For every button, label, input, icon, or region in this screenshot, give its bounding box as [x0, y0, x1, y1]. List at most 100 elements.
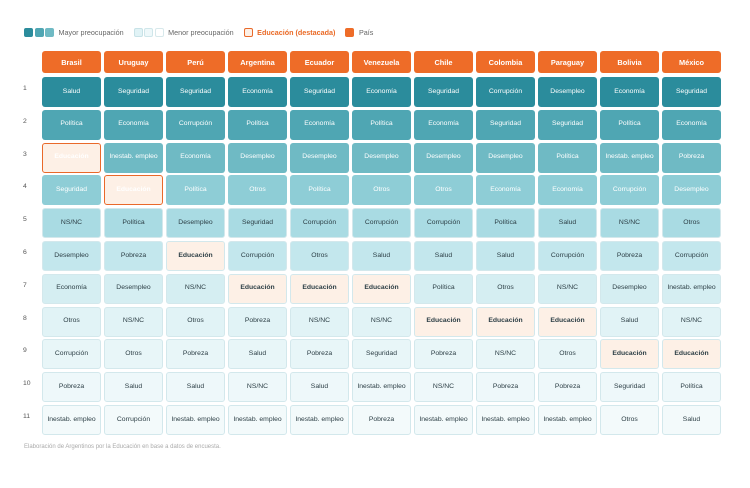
table-cell: Salud	[600, 306, 659, 337]
table-cell: Política	[600, 109, 659, 140]
table-cell: Otros	[352, 175, 411, 206]
legend-mayor-label: Mayor preocupación	[58, 27, 124, 37]
legend-menor-label: Menor preocupación	[168, 27, 234, 37]
rank-number: 10	[23, 380, 31, 388]
legend-menor: Menor preocupación	[133, 27, 234, 37]
rank-number: 7	[23, 281, 27, 289]
rank-number: 9	[23, 347, 27, 355]
table-cell: Seguridad	[662, 77, 721, 107]
table-cell: Pobreza	[538, 372, 597, 403]
cell-educacion: Educación	[662, 339, 721, 370]
rank-number: 5	[23, 216, 27, 224]
table-cell: Otros	[228, 175, 287, 206]
table-cell: Economía	[662, 109, 721, 140]
swatch-dark-icon	[24, 27, 33, 37]
table-cell: Economía	[476, 175, 535, 206]
cell-educacion: Educación	[104, 175, 163, 206]
table-cell: Otros	[166, 306, 225, 337]
table-cell: Salud	[352, 241, 411, 271]
table-cell: Seguridad	[42, 175, 101, 206]
table-cell: Política	[166, 175, 225, 206]
table-cell: Política	[476, 208, 535, 239]
swatch-edu-icon	[243, 27, 253, 37]
table-cell: Política	[352, 109, 411, 140]
cell-educacion: Educación	[538, 306, 597, 337]
table-cell: Inestab. empleo	[104, 142, 163, 173]
table-cell: Política	[662, 372, 721, 403]
table-cell: Seguridad	[228, 208, 287, 239]
rank-number: 3	[23, 150, 27, 158]
rank-number: 6	[23, 249, 27, 256]
table-cell: Salud	[476, 241, 535, 271]
table-cell: Corrupción	[290, 208, 349, 239]
swatch-mid-icon	[34, 27, 44, 37]
table-cell: NS/NC	[166, 273, 225, 304]
table-cell: NS/NC	[104, 306, 163, 337]
country-header: Colombia	[476, 51, 535, 73]
table-cell: Salud	[414, 241, 473, 271]
table-cell: Otros	[104, 339, 163, 370]
footnote: Elaboración de Argentinos por la Educaci…	[24, 444, 221, 450]
table-cell: Seguridad	[476, 109, 535, 140]
table-cell: NS/NC	[538, 273, 597, 304]
table-cell: Política	[42, 109, 101, 140]
table-cell: Corrupción	[352, 208, 411, 239]
table-cell: Seguridad	[104, 77, 163, 107]
legend-pais: País	[345, 27, 373, 37]
swatch-pais-icon	[345, 27, 355, 37]
table-cell: Inestab. empleo	[166, 405, 225, 435]
swatch-white-icon	[154, 27, 164, 37]
country-header: México	[662, 51, 721, 73]
table-cell: Otros	[600, 405, 659, 435]
table-cell: Desempleo	[538, 77, 597, 107]
table-cell: Seguridad	[166, 77, 225, 107]
rank-number: 4	[23, 183, 27, 191]
table-cell: Política	[104, 208, 163, 239]
table-cell: Seguridad	[538, 109, 597, 140]
table-cell: Desempleo	[290, 142, 349, 173]
table-cell: Seguridad	[290, 77, 349, 107]
table-cell: Otros	[538, 339, 597, 370]
table-cell: Inestab. empleo	[290, 405, 349, 435]
table-cell: Otros	[290, 241, 349, 271]
rank-number: 1	[23, 85, 27, 92]
table-cell: Salud	[662, 405, 721, 435]
table-cell: Economía	[42, 273, 101, 304]
table-cell: Pobreza	[104, 241, 163, 271]
table-cell: Pobreza	[600, 241, 659, 271]
table-cell: Economía	[352, 77, 411, 107]
rank-number: 11	[23, 413, 31, 420]
rank-number: 2	[23, 117, 27, 125]
table-cell: Economía	[600, 77, 659, 107]
table-cell: Seguridad	[352, 339, 411, 370]
table-cell: Economía	[166, 142, 225, 173]
cell-educacion: Educación	[414, 306, 473, 337]
table-cell: NS/NC	[290, 306, 349, 337]
table-cell: Otros	[42, 306, 101, 337]
table-cell: Inestab. empleo	[600, 142, 659, 173]
table-cell: Corrupción	[228, 241, 287, 271]
table-cell: Corrupción	[104, 405, 163, 435]
table-cell: Pobreza	[414, 339, 473, 370]
table-cell: Desempleo	[662, 175, 721, 206]
cell-educacion: Educación	[476, 306, 535, 337]
rank-number: 8	[23, 314, 27, 322]
cell-educacion: Educación	[290, 273, 349, 304]
table-cell: Inestab. empleo	[476, 405, 535, 435]
country-header: Perú	[166, 51, 225, 73]
table-cell: Desempleo	[228, 142, 287, 173]
legend: Mayor preocupación Menor preocupación Ed…	[24, 25, 383, 39]
cell-educacion: Educación	[352, 273, 411, 304]
table-cell: Otros	[414, 175, 473, 206]
table-cell: NS/NC	[42, 208, 101, 239]
country-header: Chile	[414, 51, 473, 73]
table-cell: Economía	[538, 175, 597, 206]
country-header: Brasil	[42, 51, 101, 73]
legend-mayor: Mayor preocupación	[24, 27, 124, 37]
table-cell: Desempleo	[166, 208, 225, 239]
table-cell: NS/NC	[476, 339, 535, 370]
table-cell: Pobreza	[352, 405, 411, 435]
country-header: Ecuador	[290, 51, 349, 73]
table-cell: Pobreza	[662, 142, 721, 173]
table-cell: Salud	[104, 372, 163, 403]
